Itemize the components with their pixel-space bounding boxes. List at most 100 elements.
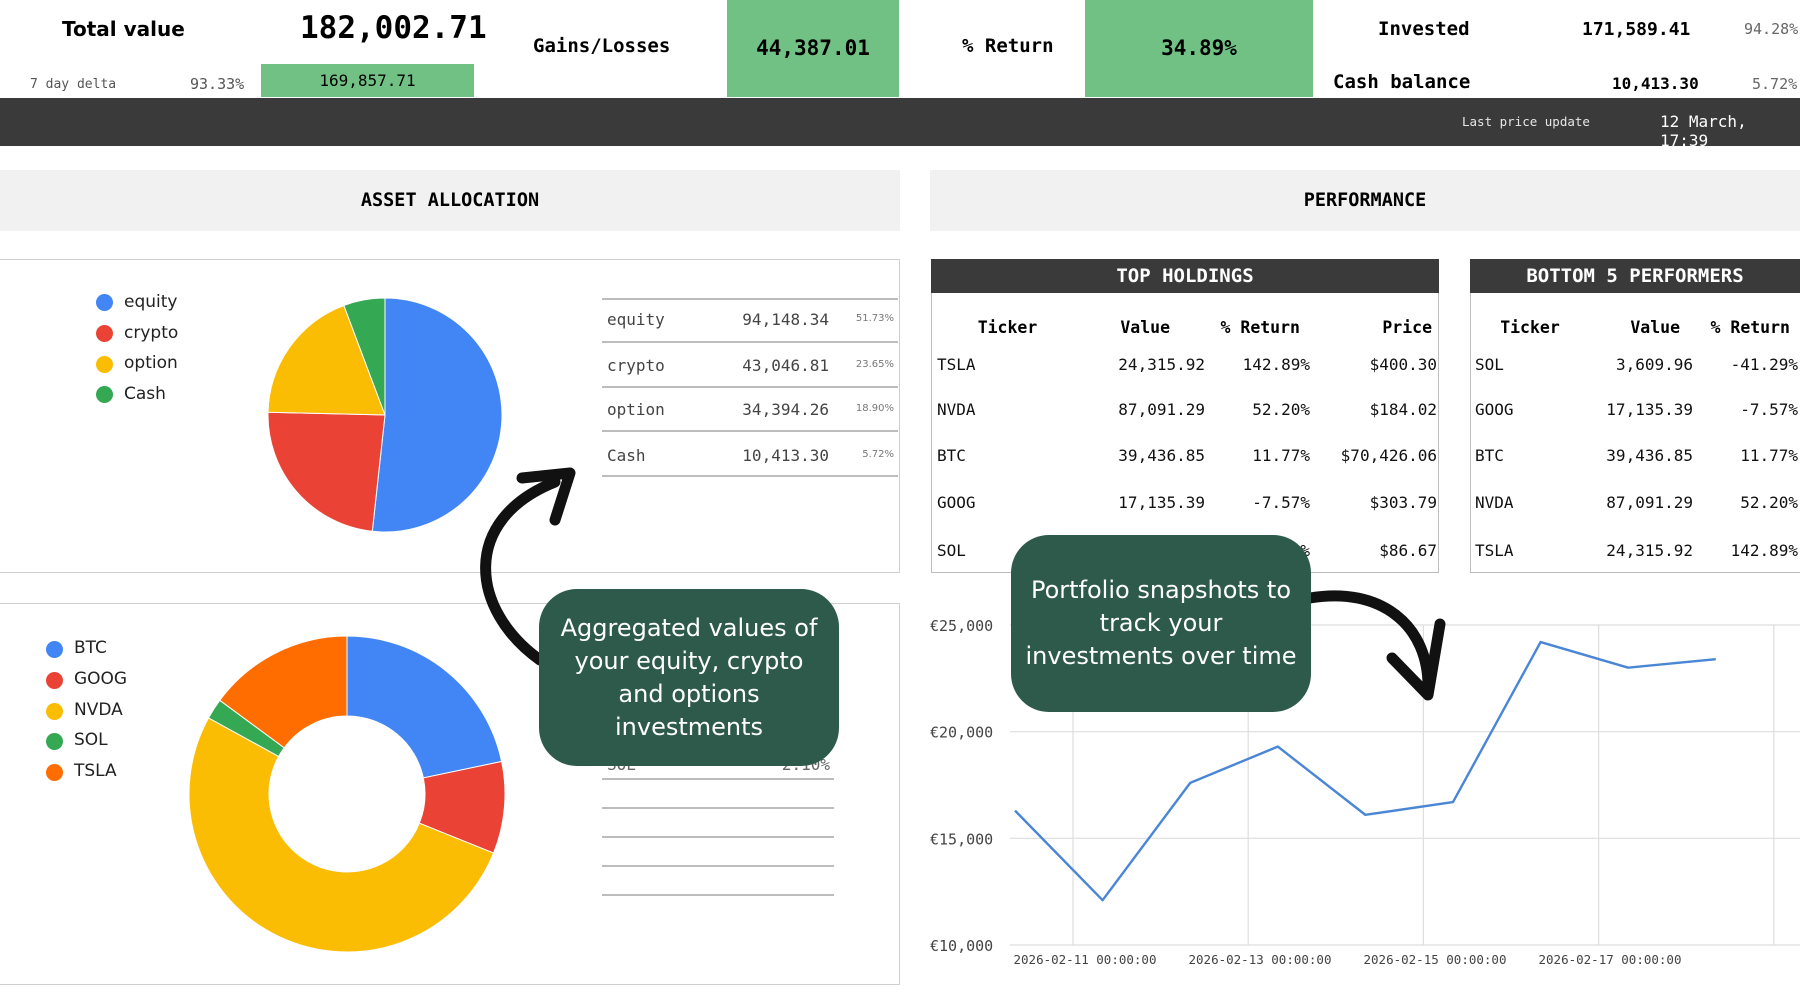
x-tick-label: 2026-02-15 00:00:00 xyxy=(1364,952,1507,967)
legend-label-option: option xyxy=(124,353,178,373)
y-tick-label: €10,000 xyxy=(930,937,993,955)
top-ticker: SOL xyxy=(937,541,966,560)
alloc-row-pct: 23.65% xyxy=(855,359,894,370)
cash-balance-value: 10,413.30 xyxy=(1612,74,1699,93)
alloc-row-pct: 5.72% xyxy=(862,449,894,460)
th-ticker: Ticker xyxy=(1500,318,1560,337)
seven-day-delta-label: 7 day delta xyxy=(30,77,117,92)
pie-slice-nvda xyxy=(188,717,495,953)
th-price: Price xyxy=(1382,318,1432,337)
bottom-return: -7.57% xyxy=(1740,400,1798,419)
curved-arrow-icon xyxy=(1304,590,1446,701)
legend-label-nvda: NVDA xyxy=(74,700,123,720)
top-return: 52.20% xyxy=(1252,400,1310,419)
legend-label-btc: BTC xyxy=(74,638,107,658)
bottom-return: 11.77% xyxy=(1740,446,1798,465)
pie-slice-option xyxy=(267,304,386,416)
gains-losses-value: 44,387.01 xyxy=(727,0,899,97)
alloc-row-name: crypto xyxy=(607,356,665,375)
legend-dot-cash xyxy=(96,386,113,403)
pie-slice-tsla xyxy=(219,635,348,749)
cash-balance-label: Cash balance xyxy=(1333,71,1471,93)
legend-label-goog: GOOG xyxy=(74,669,128,689)
alloc-row-value: 10,413.30 xyxy=(742,446,829,465)
series-line xyxy=(1014,640,1716,902)
holdings-donut-chart xyxy=(188,635,506,953)
top-value: 39,436.85 xyxy=(1118,446,1205,465)
th-ticker: Ticker xyxy=(977,318,1038,337)
legend-dot-tsla xyxy=(46,764,63,781)
alloc-row-value: 43,046.81 xyxy=(742,356,829,375)
bottom-ticker: SOL xyxy=(1475,355,1504,374)
holdings-panel xyxy=(0,603,900,985)
top-ticker: GOOG xyxy=(937,493,976,512)
top-ticker: TSLA xyxy=(937,355,976,374)
last-update-label: Last price update xyxy=(1462,114,1590,129)
legend-dot-sol xyxy=(46,733,63,750)
invested-value: 171,589.41 xyxy=(1582,19,1691,40)
performance-header: PERFORMANCE xyxy=(930,170,1800,231)
return-value: 34.89% xyxy=(1085,0,1313,97)
seven-day-delta-value: 169,857.71 xyxy=(261,64,474,97)
bottom-value: 24,315.92 xyxy=(1606,541,1693,560)
top-value: 87,091.29 xyxy=(1118,400,1205,419)
pie-slice-equity xyxy=(371,297,503,533)
bottom-performers-title: BOTTOM 5 PERFORMERS xyxy=(1470,259,1800,293)
top-price: $86.67 xyxy=(1379,541,1437,560)
invested-pct: 94.28% xyxy=(1744,20,1799,38)
top-ticker: NVDA xyxy=(937,400,976,419)
total-value-label: Total value xyxy=(62,17,185,41)
legend-dot-goog xyxy=(46,672,63,689)
legend-label-equity: equity xyxy=(124,292,178,312)
alloc-row-name: equity xyxy=(607,310,665,329)
top-value: 24,315.92 xyxy=(1118,355,1205,374)
portfolio-value-line-chart: €25,000 €20,000 €15,000 €10,000 2026-02-11 0… xyxy=(930,617,1800,967)
x-tick-label: 2026-02-13 00:00:00 xyxy=(1189,952,1332,967)
legend-dot-equity xyxy=(96,294,113,311)
top-return: % xyxy=(1300,541,1310,560)
legend-label-cash: Cash xyxy=(124,384,166,404)
top-price: $400.30 xyxy=(1369,355,1437,374)
alloc-row-value: 34,394.26 xyxy=(742,400,829,419)
callout-allocation: Aggregated values of your equity, crypto… xyxy=(539,589,839,766)
bottom-return: -41.29% xyxy=(1730,355,1798,374)
bottom-ticker: TSLA xyxy=(1475,541,1514,560)
seven-day-delta-pct: 93.33% xyxy=(190,75,245,93)
top-value: 17,135.39 xyxy=(1118,493,1205,512)
top-return: 142.89% xyxy=(1242,355,1310,374)
total-value: 182,002.71 xyxy=(300,10,487,46)
y-tick-label: €25,000 xyxy=(930,617,993,635)
x-tick-label: 2026-02-17 00:00:00 xyxy=(1539,952,1682,967)
gains-losses-label: Gains/Losses xyxy=(533,35,671,57)
bottom-return: 52.20% xyxy=(1740,493,1798,512)
bottom-ticker: GOOG xyxy=(1475,400,1514,419)
x-tick-label: 2026-02-11 00:00:00 xyxy=(1014,952,1157,967)
bottom-value: 87,091.29 xyxy=(1606,493,1693,512)
cash-balance-pct: 5.72% xyxy=(1752,75,1798,93)
th-return: % Return xyxy=(1220,318,1300,337)
top-holdings-title: TOP HOLDINGS xyxy=(931,259,1439,293)
invested-label: Invested xyxy=(1378,18,1470,40)
legend-label-tsla: TSLA xyxy=(74,761,117,781)
pie-slice-cash xyxy=(343,297,386,416)
last-update-value: 12 March, 17:39 xyxy=(1660,112,1747,150)
bottom-ticker: BTC xyxy=(1475,446,1504,465)
th-value: Value xyxy=(1630,318,1680,337)
callout-snapshots: Portfolio snapshots to track your invest… xyxy=(1011,535,1311,712)
top-price: $184.02 xyxy=(1369,400,1437,419)
y-tick-label: €15,000 xyxy=(930,830,993,848)
legend-dot-nvda xyxy=(46,703,63,720)
bottom-value: 3,609.96 xyxy=(1615,355,1693,374)
y-tick-label: €20,000 xyxy=(930,724,993,742)
alloc-row-pct: 18.90% xyxy=(855,403,894,414)
bottom-value: 39,436.85 xyxy=(1606,446,1693,465)
return-label: % Return xyxy=(962,35,1054,57)
bottom-ticker: NVDA xyxy=(1475,493,1514,512)
legend-label-sol: SOL xyxy=(74,730,108,750)
allocation-pie-chart xyxy=(267,297,503,533)
status-bar xyxy=(0,98,1800,146)
top-price: $303.79 xyxy=(1369,493,1437,512)
top-ticker: BTC xyxy=(937,446,966,465)
th-return: % Return xyxy=(1710,318,1790,337)
pie-slice-crypto xyxy=(267,411,386,532)
